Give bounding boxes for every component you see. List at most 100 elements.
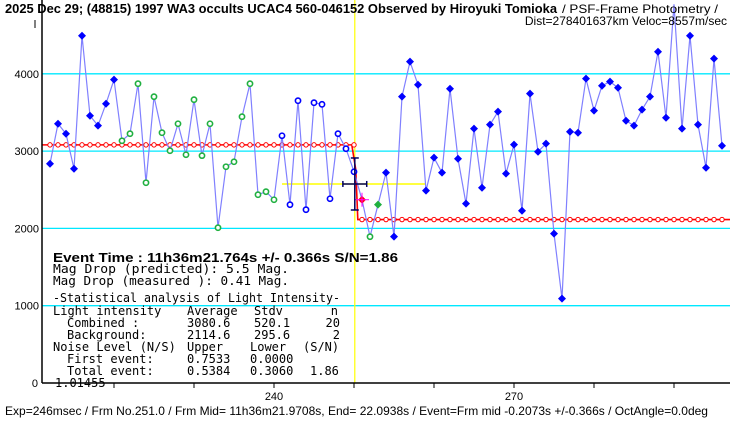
data-point [678, 124, 686, 133]
data-point [718, 141, 726, 150]
data-point [422, 186, 430, 195]
model-point [311, 142, 317, 148]
row-label: First event: [67, 352, 154, 366]
event-marker [342, 157, 368, 211]
data-point [598, 81, 606, 90]
row-n: 2 [333, 328, 340, 342]
data-point [222, 163, 230, 171]
stats-row-background: Background: 2114.6 295.6 2 [67, 328, 340, 342]
model-point [127, 142, 133, 148]
model-point [719, 216, 725, 223]
stats-row-combined: Combined : 3080.6 520.1 20 [67, 316, 340, 330]
model-point [151, 142, 157, 148]
data-point [158, 129, 166, 137]
model-point [95, 142, 101, 148]
data-point [510, 140, 518, 149]
model-point [103, 142, 109, 148]
model-point [359, 216, 365, 223]
data-point [646, 92, 654, 101]
model-point [703, 216, 709, 223]
data-point [342, 145, 350, 153]
data-point [454, 154, 462, 163]
data-point [462, 199, 470, 208]
data-point [606, 77, 614, 86]
data-point [630, 121, 638, 130]
data-point [134, 80, 142, 88]
model-point [263, 142, 269, 148]
data-point [142, 179, 150, 187]
row-stdv: 520.1 [254, 316, 290, 330]
model-point [671, 216, 677, 223]
model-point [255, 142, 261, 148]
row-sn: 1.86 [310, 364, 339, 378]
model-point [527, 216, 533, 223]
data-point [326, 195, 334, 203]
data-point [382, 168, 390, 177]
model-point [463, 216, 469, 223]
model-point [47, 142, 53, 148]
model-point [591, 216, 597, 223]
data-point [206, 120, 214, 128]
y-tick-label: 1000 [15, 301, 39, 313]
data-point [198, 152, 206, 160]
row-lower: 0.3060 [250, 364, 293, 378]
data-point [526, 89, 534, 98]
data-point [662, 113, 670, 122]
model-point [487, 216, 493, 223]
x-tick-label: 240 [265, 391, 283, 403]
data-point [486, 120, 494, 129]
stats-col-average: Average [187, 304, 238, 318]
event-time: Event Time : 11h36m21.764s +/- 0.366s S/… [53, 250, 398, 265]
model-point [599, 216, 605, 223]
model-point [87, 142, 93, 148]
model-point [367, 216, 373, 223]
grid-lines [42, 73, 730, 307]
data-point [566, 127, 574, 136]
data-point [494, 107, 502, 116]
model-point [503, 216, 509, 223]
y-tick-label: 0 [32, 378, 38, 390]
data-point [366, 233, 374, 241]
data-point [702, 163, 710, 172]
model-point [415, 216, 421, 223]
event-guides [282, 0, 426, 383]
data-point [118, 137, 126, 145]
y-tick-label: 2000 [15, 223, 39, 235]
data-point [638, 105, 646, 114]
data-point [270, 196, 278, 204]
data-series [46, 4, 726, 303]
data-point [478, 183, 486, 192]
data-point [622, 116, 630, 125]
stats-col-n: n [331, 304, 338, 318]
model-point [295, 142, 301, 148]
data-point [582, 74, 590, 83]
data-point [214, 224, 222, 232]
data-point [102, 99, 110, 108]
model-point [319, 142, 325, 148]
model-point [575, 216, 581, 223]
model-point [287, 142, 293, 148]
model-point [495, 216, 501, 223]
x-tick-label: 270 [505, 391, 523, 403]
row-n: 20 [326, 316, 340, 330]
model-point [439, 216, 445, 223]
model-point [607, 216, 613, 223]
mag-drop-measured: Mag Drop (measured ): 0.41 Mag. [53, 274, 289, 288]
noise-label: Noise Level (N/S) [53, 340, 176, 354]
model-point [663, 216, 669, 223]
noise-col-upper: Upper [187, 340, 223, 354]
mag-drop-predicted: Mag Drop (predicted): 5.5 Mag. [53, 262, 289, 276]
data-point [350, 168, 358, 176]
row-label: Combined : [67, 316, 139, 330]
model-point [111, 142, 117, 148]
data-point [86, 111, 94, 120]
model-point [215, 142, 221, 148]
row-upper: 0.5384 [187, 364, 230, 378]
y-min-label: 1.01455 [55, 376, 106, 390]
row-label: Total event: [67, 364, 154, 378]
data-point [710, 54, 718, 63]
stats-col-stdv: Stdv [254, 304, 283, 318]
data-point [686, 31, 694, 40]
data-point [262, 188, 270, 196]
